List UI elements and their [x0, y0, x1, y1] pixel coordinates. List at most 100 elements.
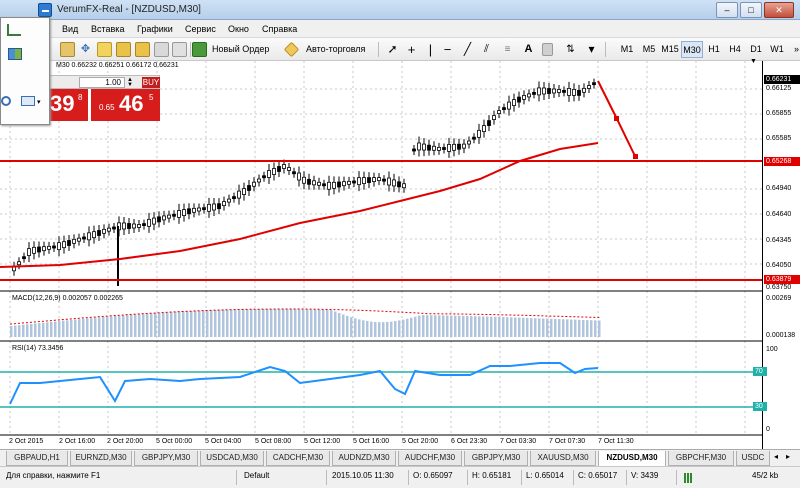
buy-price-sup: 5 [149, 93, 154, 102]
menu-tools[interactable]: Сервис [185, 24, 216, 34]
folder-icon[interactable] [116, 42, 131, 57]
lot-size-input[interactable]: 1.00 [79, 77, 125, 88]
timeframe-m30[interactable]: M30 [681, 41, 703, 58]
chart-tab[interactable]: EURNZD,M30 [70, 451, 132, 466]
timeframe-m1[interactable]: M1 [620, 44, 634, 54]
candle-body [247, 185, 251, 191]
crosshair-icon[interactable]: + [407, 42, 416, 57]
chart-tab[interactable]: GBPAUD,H1 [6, 451, 68, 466]
more-shapes-icon[interactable]: ▾ [588, 42, 595, 56]
chart-line-icon[interactable] [7, 24, 21, 36]
macd-histogram-bar [110, 316, 113, 337]
candle-body [217, 203, 221, 210]
lot-spinner-icon[interactable]: ▲ ▼ [127, 77, 133, 88]
arrows-icon[interactable]: ⇅ [566, 44, 575, 55]
timeframe-m5[interactable]: M5 [642, 44, 656, 54]
sell-button[interactable]: 39 8 [48, 89, 88, 121]
favorites-icon[interactable] [97, 42, 112, 57]
macd-histogram-bar [362, 320, 365, 337]
macd-histogram-bar [126, 315, 129, 337]
timeframe-d1[interactable]: D1 [750, 44, 762, 54]
channel-icon[interactable]: ⫽ [484, 43, 489, 55]
vertical-line-icon[interactable]: | [428, 42, 433, 57]
template-dropdown-icon[interactable]: ▾ [37, 99, 41, 106]
maximize-button[interactable]: □ [740, 2, 762, 18]
candle-body [22, 256, 26, 260]
cursor-icon[interactable]: ➚ [387, 42, 398, 56]
trendline-icon[interactable]: ╱ [463, 42, 472, 56]
autotrading-button[interactable]: Авто-торговля [268, 41, 365, 58]
timeframe-m15[interactable]: M15 [661, 44, 679, 54]
price-axis[interactable]: ▼ 0.66231 0.66125 0.65855 0.65585 0.6526… [750, 58, 800, 449]
chart-tab[interactable]: AUDCHF,M30 [398, 451, 462, 466]
macd-histogram-bar [318, 309, 321, 337]
candle-body [227, 198, 231, 203]
chart-tab[interactable]: XAUUSD,M30 [530, 451, 596, 466]
arrow-vertex[interactable] [633, 154, 638, 159]
candle-body [252, 181, 256, 187]
horizontal-line-icon[interactable]: − [443, 42, 452, 57]
macd-histogram-bar [446, 315, 449, 337]
chart-tab[interactable]: CADCHF,M30 [266, 451, 330, 466]
chart-tab-active[interactable]: NZDUSD,M30 [598, 451, 666, 467]
new-order-button[interactable]: Новый Ордер [186, 41, 269, 58]
menu-charts[interactable]: Графики [137, 24, 173, 34]
candle-body [397, 181, 401, 188]
time-label: 6 Oct 23:30 [451, 438, 488, 445]
close-button[interactable]: ✕ [764, 2, 794, 18]
windows-tile-icon[interactable] [8, 48, 22, 60]
macd-histogram-bar [242, 309, 245, 337]
minimize-button[interactable]: – [716, 2, 738, 18]
menu-help[interactable]: Справка [262, 24, 298, 34]
tester-icon[interactable] [154, 42, 169, 57]
candle-body [77, 237, 81, 242]
chart-tab[interactable]: GBPJPY,M30 [464, 451, 528, 466]
macd-histogram-bar [586, 320, 589, 337]
status-close: C: 0.65017 [578, 471, 618, 480]
chart-tab[interactable]: GBPJPY,M30 [134, 451, 198, 466]
chart-tab[interactable]: AUDNZD,M30 [332, 451, 396, 466]
terminal-icon[interactable] [135, 42, 150, 57]
fibonacci-icon[interactable]: ≡ [504, 44, 511, 55]
options-icon[interactable] [172, 42, 187, 57]
menu-insert[interactable]: Вставка [91, 24, 125, 34]
timeframe-w1[interactable]: W1 [770, 44, 784, 54]
candle-body [327, 181, 331, 190]
timeframe-h4[interactable]: H4 [729, 44, 741, 54]
arrow-vertex[interactable] [614, 116, 619, 121]
toolbar: ✥ Новый Ордер Авто-торговля ➚ + | − ╱ ⫽ … [0, 38, 800, 61]
template-icon[interactable] [21, 96, 35, 106]
macd-histogram-bar [306, 309, 309, 337]
tabs-scroll-left-icon[interactable]: ◂ [774, 452, 779, 461]
macd-histogram-bar [166, 312, 169, 337]
shift-chart-icon[interactable]: ▼ [750, 58, 757, 65]
price-label: 0.63750 [766, 284, 792, 291]
open-folder-icon[interactable] [60, 42, 75, 57]
macd-histogram-bar [434, 315, 437, 337]
chart-tab[interactable]: USDC [736, 451, 770, 466]
candle-body [352, 180, 356, 184]
candle-body [87, 232, 91, 241]
label-icon[interactable] [542, 43, 553, 56]
crosshair-move-icon[interactable]: ✥ [80, 43, 91, 55]
candle-body [372, 177, 376, 182]
menu-window[interactable]: Окно [228, 24, 249, 34]
status-profile[interactable]: Default [244, 471, 270, 480]
buy-label[interactable]: BUY [142, 77, 160, 88]
sell-price-big: 39 [50, 91, 75, 116]
macd-histogram-bar [254, 309, 257, 337]
text-icon[interactable]: A [524, 43, 533, 55]
tabs-scroll-right-icon[interactable]: ▸ [786, 452, 791, 461]
status-high: H: 0.65181 [472, 471, 512, 480]
toolbar-overflow-icon[interactable]: » [793, 44, 799, 54]
chart-tab[interactable]: GBPCHF,M30 [668, 451, 734, 466]
timeframe-h1[interactable]: H1 [708, 44, 720, 54]
menu-view[interactable]: Вид [62, 24, 79, 34]
one-click-top-bar: 1.00 ▲ ▼ BUY [48, 75, 160, 89]
candle-body [572, 88, 576, 96]
chart-area[interactable]: M30 0.66232 0.66251 0.66172 0.66231 1.00… [0, 58, 800, 449]
candle-body [487, 120, 491, 126]
chart-tab[interactable]: USDCAD,M30 [200, 451, 264, 466]
buy-button[interactable]: 0.65 46 5 [90, 89, 160, 121]
refresh-icon[interactable] [1, 96, 11, 106]
